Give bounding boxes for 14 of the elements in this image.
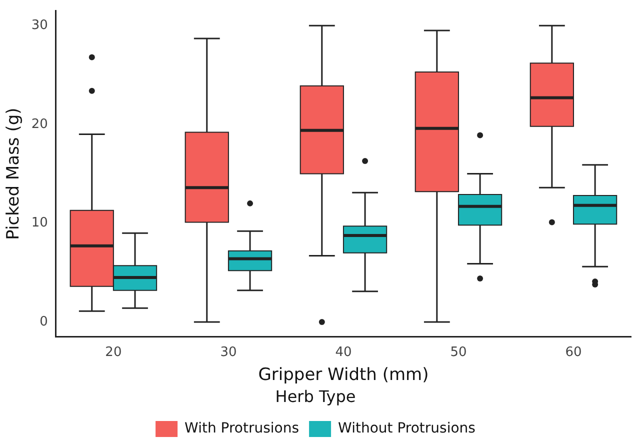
y-tick-label: 30 xyxy=(31,18,48,33)
legend-title: Herb Type xyxy=(275,386,356,406)
x-tick-label: 60 xyxy=(565,344,582,360)
legend-label: Without Protrusions xyxy=(338,420,476,437)
y-tick-label: 20 xyxy=(31,116,48,132)
x-tick-label: 40 xyxy=(335,344,352,360)
x-tick-label: 20 xyxy=(105,344,122,360)
legend-label: With Protrusions xyxy=(184,420,300,437)
x-axis-title: Gripper Width (mm) xyxy=(258,365,429,386)
y-axis-title: Picked Mass (g) xyxy=(4,108,24,240)
y-tick-label: 0 xyxy=(40,314,48,330)
y-tick-label: 10 xyxy=(31,216,48,231)
x-tick-label: 30 xyxy=(220,344,237,360)
x-tick-label: 50 xyxy=(450,344,467,360)
